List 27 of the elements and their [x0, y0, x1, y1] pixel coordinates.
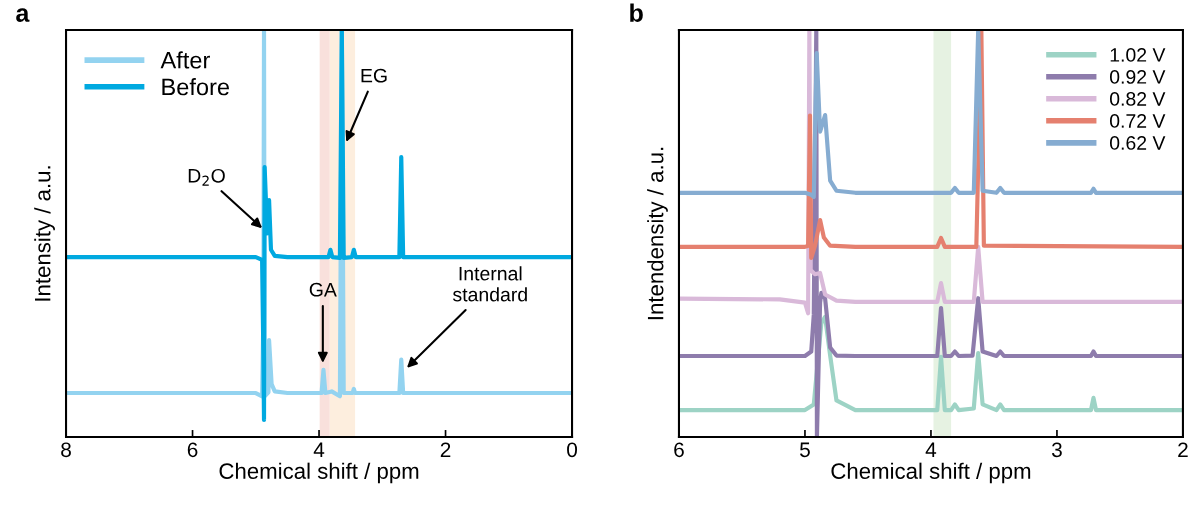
y-axis-title: Intendensity / a.u.: [647, 147, 668, 320]
annotation: D$_{2}$O: [188, 168, 225, 186]
annotation: GA: [309, 282, 337, 297]
x-tick-label: 5: [800, 442, 810, 458]
y-axis-title: Intensity / a.u.: [34, 166, 55, 301]
x-tick-label: 4: [313, 442, 325, 457]
x-tick-label: 2: [440, 442, 451, 457]
chart-title: b: [630, 3, 643, 22]
x-tick-label: 6: [674, 442, 684, 458]
x-tick-label: 8: [61, 442, 71, 458]
legend-label: 0.62 V: [1109, 136, 1166, 150]
x-tick-label: 4: [925, 442, 937, 457]
x-axis-title: Chemical shift / ppm: [219, 462, 419, 484]
annotation: EG: [361, 68, 387, 83]
legend-label: Before: [162, 78, 229, 96]
legend-label: After: [160, 51, 210, 69]
legend-label: 0.72 V: [1109, 114, 1166, 128]
legend-label: 0.82 V: [1109, 92, 1166, 106]
chart-title: a: [16, 8, 30, 22]
x-axis-title: Chemical shift / ppm: [831, 462, 1031, 484]
annotation: Internal standard: [453, 266, 527, 302]
legend-label: 1.02 V: [1110, 48, 1166, 62]
legend-label: 0.92 V: [1109, 70, 1166, 84]
x-tick-label: 3: [1051, 442, 1062, 458]
x-tick-label: 0: [567, 442, 578, 458]
x-tick-label: 2: [1178, 442, 1188, 457]
x-tick-label: 6: [187, 442, 198, 458]
